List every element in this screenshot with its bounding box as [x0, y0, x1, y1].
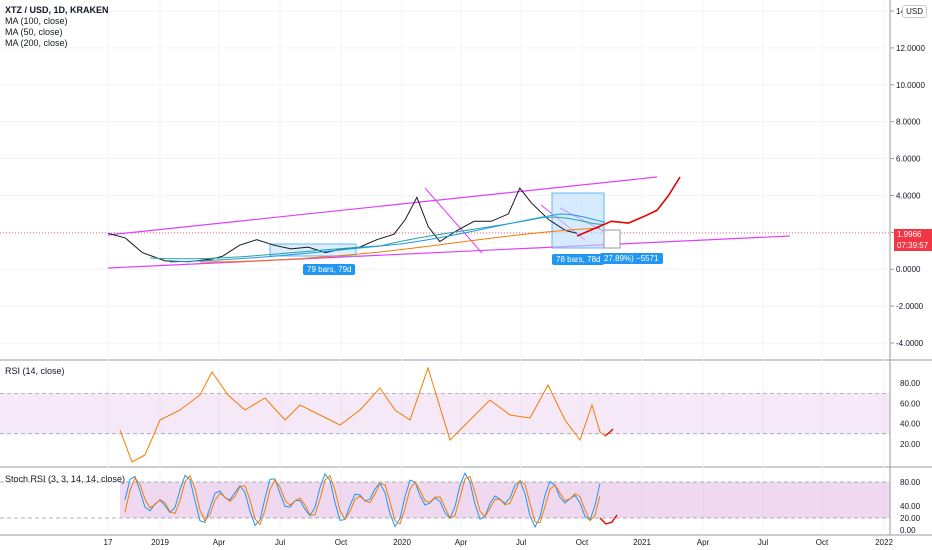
x-tick-label: 2021: [633, 538, 651, 547]
range-change-badge: 27.89%) −5571: [600, 253, 663, 264]
stoch-d-line: [124, 474, 601, 526]
indicator-ma200[interactable]: MA (200, close): [5, 38, 68, 48]
channel-lower: [107, 235, 791, 269]
stoch-band: [120, 482, 890, 518]
last-price-tag: 1.9966: [894, 229, 932, 240]
rsi-band: [0, 393, 890, 434]
rsi-line: [119, 366, 606, 463]
y-tick-label: -4.0000: [896, 339, 924, 348]
y-tick-label: 12.0000: [896, 44, 925, 53]
ma-100-line: [169, 213, 606, 263]
rsi-tick-label: 20.00: [900, 440, 921, 449]
y-tick-label: -2.0000: [896, 302, 924, 311]
trend-line: [424, 187, 483, 254]
stoch-tick-label: 80.00: [900, 478, 921, 487]
indicator-ma50[interactable]: MA (50, close): [5, 27, 63, 37]
stoch-tick-label: 40.00: [900, 502, 921, 511]
range-box-end: [603, 229, 621, 249]
x-tick-label: Oct: [335, 538, 348, 547]
chart-legend: XTZ / USD, 1D, KRAKEN MA (100, close) MA…: [5, 5, 109, 49]
currency-button[interactable]: USD: [902, 5, 927, 18]
x-tick-label: Oct: [576, 538, 589, 547]
channel-upper: [107, 176, 658, 236]
y-tick-label: 8.0000: [896, 118, 921, 127]
stoch-k-line: [124, 471, 601, 529]
rsi-tick-label: 60.00: [900, 399, 921, 408]
x-tick-label: Oct: [816, 538, 829, 547]
stoch-rsi-label[interactable]: Stoch RSI (3, 3, 14, 14, close): [5, 474, 126, 484]
x-tick-label: 2020: [393, 538, 411, 547]
stoch-tick-label: 20.00: [900, 514, 921, 523]
price-line: [107, 187, 578, 263]
x-tick-label: Apr: [697, 538, 710, 547]
y-tick-label: 4.0000: [896, 191, 921, 200]
rsi-tick-label: 40.00: [900, 420, 921, 429]
x-tick-label: Jul: [758, 538, 768, 547]
x-tick-label: 2022: [875, 538, 893, 547]
range-badge-2: 78 bars, 78d: [552, 254, 605, 265]
x-tick-label: Jul: [275, 538, 285, 547]
x-tick-label: Apr: [213, 538, 226, 547]
symbol-title: XTZ / USD, 1D, KRAKEN: [5, 5, 109, 15]
range-badge-1: 79 bars, 79d: [303, 264, 356, 275]
rsi-projection: [604, 428, 614, 437]
ma-50-line: [149, 216, 606, 260]
ma-200-line: [199, 227, 601, 263]
indicator-ma100[interactable]: MA (100, close): [5, 16, 68, 26]
y-tick-label: 6.0000: [896, 155, 921, 164]
x-tick-label: Jul: [516, 538, 526, 547]
rsi-tick-label: 80.00: [900, 379, 921, 388]
x-tick-label: 17: [104, 538, 113, 547]
x-tick-label: Apr: [455, 538, 468, 547]
x-tick-label: 2019: [151, 538, 169, 547]
countdown-tag: 07:39:57: [894, 240, 932, 251]
y-tick-label: 0.0000: [896, 265, 921, 274]
rsi-label[interactable]: RSI (14, close): [5, 366, 65, 376]
stoch-projection: [599, 514, 618, 525]
y-tick-label: 10.0000: [896, 81, 925, 90]
projection-line: [576, 176, 681, 237]
stoch-tick-label: 0.00: [900, 526, 916, 535]
